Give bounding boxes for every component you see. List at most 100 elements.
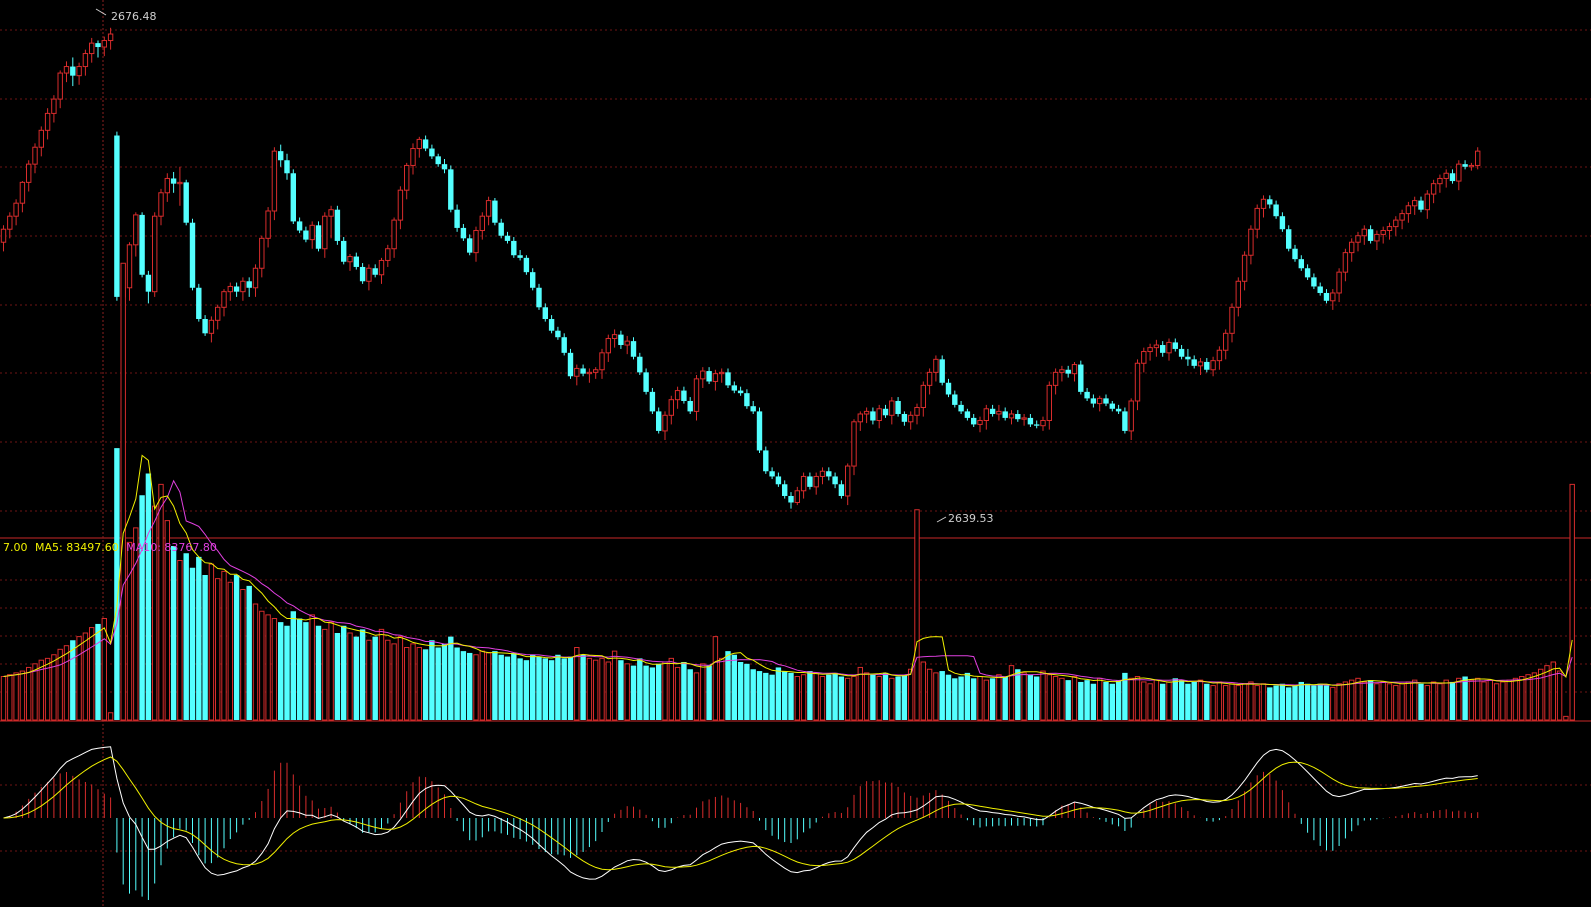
- candle[interactable]: [498, 218, 504, 239]
- volume-bar[interactable]: [901, 674, 908, 720]
- volume-bar[interactable]: [971, 678, 977, 720]
- candle[interactable]: [467, 234, 473, 256]
- volume-bar[interactable]: [1267, 687, 1273, 720]
- volume-bar[interactable]: [580, 654, 586, 720]
- candle[interactable]: [410, 143, 416, 175]
- volume-bar[interactable]: [372, 636, 378, 720]
- volume-bar[interactable]: [1292, 685, 1298, 720]
- candle[interactable]: [215, 304, 221, 330]
- volume-bar[interactable]: [712, 636, 719, 721]
- candle[interactable]: [1027, 413, 1034, 428]
- candle[interactable]: [44, 108, 51, 140]
- candle[interactable]: [1292, 244, 1298, 262]
- candle[interactable]: [807, 472, 813, 490]
- volume-bar[interactable]: [259, 610, 265, 721]
- candle[interactable]: [1210, 356, 1216, 377]
- candle[interactable]: [296, 217, 303, 234]
- candle[interactable]: [700, 367, 706, 388]
- volume-bar[interactable]: [1027, 674, 1034, 720]
- volume-bar[interactable]: [1166, 681, 1172, 721]
- candle[interactable]: [278, 144, 284, 167]
- candle[interactable]: [1449, 169, 1456, 184]
- candle[interactable]: [870, 407, 876, 425]
- candle[interactable]: [555, 326, 561, 340]
- candle[interactable]: [1191, 355, 1197, 369]
- volume-series[interactable]: [0, 262, 1575, 721]
- candle[interactable]: [863, 407, 870, 424]
- candle[interactable]: [504, 231, 511, 244]
- candle[interactable]: [643, 368, 649, 395]
- volume-bar[interactable]: [1506, 679, 1512, 721]
- candle[interactable]: [479, 212, 486, 240]
- candle[interactable]: [404, 162, 410, 200]
- candle[interactable]: [271, 147, 278, 221]
- volume-bar[interactable]: [1279, 683, 1286, 720]
- volume-bar[interactable]: [397, 636, 404, 721]
- volume-bar[interactable]: [435, 647, 441, 721]
- volume-bar[interactable]: [668, 657, 674, 721]
- candle[interactable]: [208, 316, 215, 343]
- candle[interactable]: [832, 472, 838, 489]
- volume-bar[interactable]: [706, 665, 712, 720]
- candle[interactable]: [908, 411, 914, 430]
- volume-bar[interactable]: [95, 623, 101, 720]
- candle[interactable]: [567, 348, 574, 379]
- volume-bar[interactable]: [139, 495, 145, 720]
- volume-bar[interactable]: [1550, 661, 1556, 721]
- volume-bar[interactable]: [341, 625, 347, 720]
- volume-bar[interactable]: [548, 660, 555, 720]
- volume-bar[interactable]: [788, 672, 794, 720]
- candle[interactable]: [1109, 400, 1115, 412]
- candle[interactable]: [939, 355, 945, 386]
- candle[interactable]: [1304, 264, 1311, 280]
- candle[interactable]: [183, 179, 189, 226]
- volume-bar[interactable]: [744, 663, 750, 720]
- volume-bar[interactable]: [429, 640, 435, 720]
- volume-bar[interactable]: [1323, 685, 1330, 720]
- candle[interactable]: [1071, 361, 1078, 382]
- candle[interactable]: [838, 480, 845, 499]
- candle[interactable]: [1311, 273, 1317, 290]
- volume-bar[interactable]: [498, 654, 504, 720]
- volume-bar[interactable]: [1185, 683, 1191, 720]
- volume-bar[interactable]: [977, 676, 983, 721]
- volume-bar[interactable]: [467, 652, 473, 720]
- volume-bar[interactable]: [1405, 681, 1412, 721]
- volume-bar[interactable]: [359, 629, 366, 720]
- volume-bar[interactable]: [945, 674, 952, 720]
- volume-bar[interactable]: [158, 483, 164, 721]
- candle[interactable]: [202, 315, 208, 336]
- volume-bar[interactable]: [649, 667, 656, 720]
- volume-bar[interactable]: [593, 659, 599, 721]
- volume-bar[interactable]: [208, 563, 215, 721]
- volume-bar[interactable]: [813, 672, 819, 721]
- candle[interactable]: [303, 226, 309, 243]
- candle[interactable]: [1216, 346, 1223, 370]
- volume-bar[interactable]: [1424, 685, 1430, 721]
- volume-bar[interactable]: [926, 668, 933, 721]
- candle[interactable]: [1267, 195, 1273, 209]
- candle[interactable]: [1437, 174, 1443, 193]
- candle[interactable]: [876, 404, 882, 429]
- candle[interactable]: [1361, 225, 1367, 245]
- volume-bar[interactable]: [1015, 669, 1021, 720]
- candle[interactable]: [429, 144, 435, 159]
- candle[interactable]: [1229, 303, 1235, 343]
- volume-bar[interactable]: [832, 672, 838, 720]
- volume-bar[interactable]: [624, 663, 630, 721]
- candle[interactable]: [1330, 289, 1336, 310]
- volume-bar[interactable]: [19, 670, 26, 721]
- candle[interactable]: [1286, 225, 1292, 252]
- volume-bar[interactable]: [1330, 686, 1336, 721]
- volume-bar[interactable]: [719, 657, 725, 721]
- volume-bar[interactable]: [511, 652, 517, 720]
- volume-bar[interactable]: [1071, 676, 1078, 721]
- volume-bar[interactable]: [895, 676, 901, 721]
- candle[interactable]: [706, 367, 712, 385]
- volume-bar[interactable]: [750, 669, 756, 720]
- candle[interactable]: [656, 407, 662, 434]
- volume-bar[interactable]: [454, 647, 460, 721]
- volume-bar[interactable]: [574, 647, 580, 721]
- volume-bar[interactable]: [914, 509, 920, 721]
